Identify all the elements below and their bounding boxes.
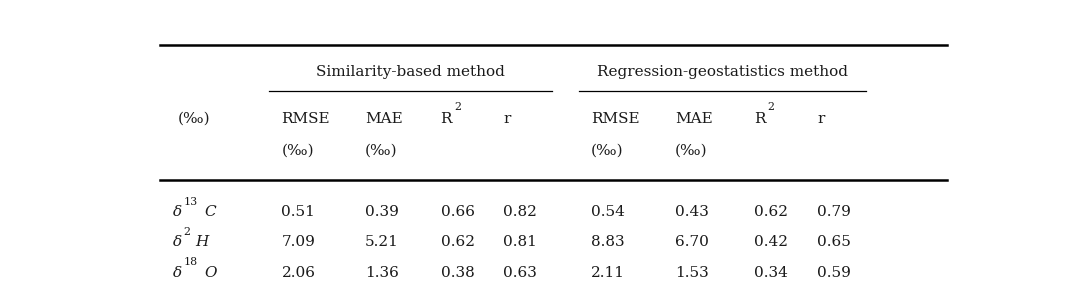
- Text: 2.11: 2.11: [591, 266, 625, 279]
- Text: (‰): (‰): [177, 112, 210, 126]
- Text: 0.38: 0.38: [441, 266, 474, 279]
- Text: 0.63: 0.63: [503, 266, 537, 279]
- Text: (‰): (‰): [675, 144, 707, 157]
- Text: 0.79: 0.79: [818, 205, 851, 219]
- Text: MAE: MAE: [365, 112, 403, 126]
- Text: 0.54: 0.54: [591, 205, 625, 219]
- Text: 0.42: 0.42: [754, 235, 788, 249]
- Text: R: R: [441, 112, 453, 126]
- Text: 0.34: 0.34: [754, 266, 788, 279]
- Text: 0.59: 0.59: [818, 266, 851, 279]
- Text: 5.21: 5.21: [365, 235, 399, 249]
- Text: (‰): (‰): [282, 144, 314, 157]
- Text: 18: 18: [184, 257, 198, 267]
- Text: 13: 13: [184, 197, 198, 207]
- Text: 2: 2: [454, 102, 461, 112]
- Text: MAE: MAE: [675, 112, 713, 126]
- Text: δ: δ: [173, 235, 181, 249]
- Text: R: R: [754, 112, 766, 126]
- Text: Regression-geostatistics method: Regression-geostatistics method: [596, 65, 848, 79]
- Text: RMSE: RMSE: [591, 112, 639, 126]
- Text: 7.09: 7.09: [282, 235, 315, 249]
- Text: δ: δ: [173, 205, 181, 219]
- Text: 2: 2: [184, 226, 190, 237]
- Text: 0.43: 0.43: [675, 205, 708, 219]
- Text: 0.81: 0.81: [503, 235, 537, 249]
- Text: 0.62: 0.62: [754, 205, 788, 219]
- Text: RMSE: RMSE: [282, 112, 330, 126]
- Text: 2.06: 2.06: [282, 266, 315, 279]
- Text: 0.39: 0.39: [365, 205, 399, 219]
- Text: r: r: [503, 112, 511, 126]
- Text: r: r: [818, 112, 824, 126]
- Text: (‰): (‰): [591, 144, 624, 157]
- Text: 0.62: 0.62: [441, 235, 474, 249]
- Text: 0.51: 0.51: [282, 205, 315, 219]
- Text: 0.66: 0.66: [441, 205, 474, 219]
- Text: 8.83: 8.83: [591, 235, 625, 249]
- Text: Similarity-based method: Similarity-based method: [316, 65, 504, 79]
- Text: 2: 2: [768, 102, 774, 112]
- Text: 1.36: 1.36: [365, 266, 399, 279]
- Text: 0.82: 0.82: [503, 205, 537, 219]
- Text: δ: δ: [173, 266, 181, 279]
- Text: (‰): (‰): [365, 144, 397, 157]
- Text: 6.70: 6.70: [675, 235, 708, 249]
- Text: 0.65: 0.65: [818, 235, 851, 249]
- Text: O: O: [204, 266, 217, 279]
- Text: H: H: [195, 235, 208, 249]
- Text: 1.53: 1.53: [675, 266, 708, 279]
- Text: C: C: [204, 205, 216, 219]
